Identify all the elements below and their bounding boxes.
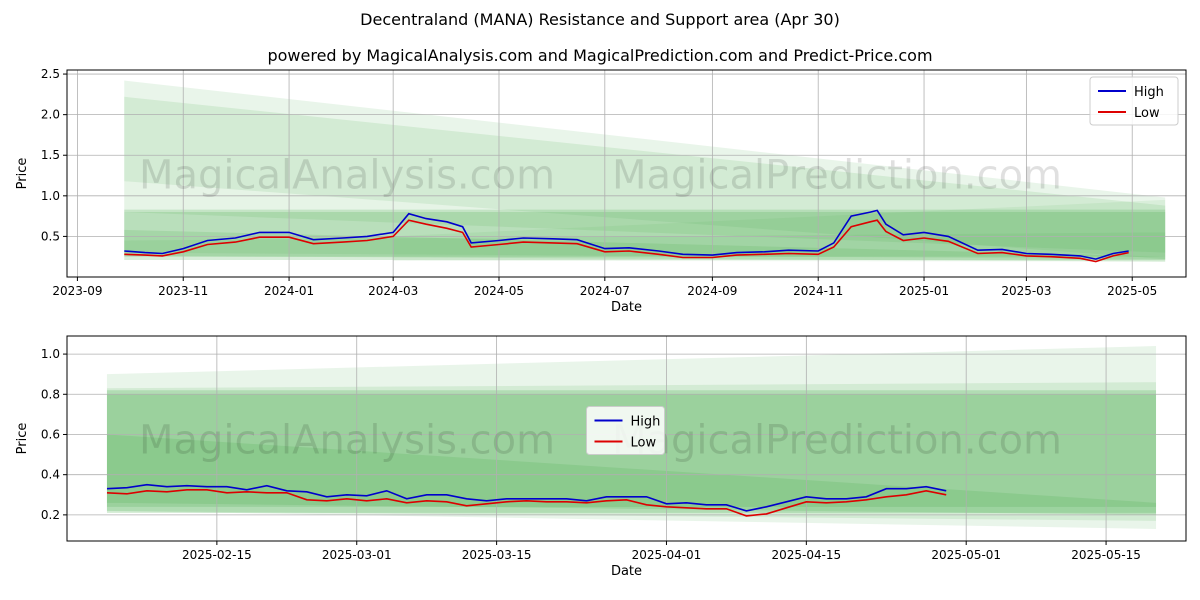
x-tick-label: 2025-04-01: [632, 548, 702, 562]
watermark-left: MagicalAnalysis.com: [139, 418, 555, 464]
watermark-right: MagicalPrediction.com: [612, 153, 1062, 199]
chart-subtitle: powered by MagicalAnalysis.com and Magic…: [267, 46, 933, 65]
plot-frame: [66, 335, 1187, 542]
grid: [67, 70, 1186, 277]
x-tick-label: 2023-09: [52, 284, 102, 298]
legend: High Low: [586, 406, 665, 455]
legend-label-low: Low: [631, 436, 657, 451]
x-tick-label: 2025-05-15: [1071, 548, 1141, 562]
chart-panel-1: MagicalAnalysis.com MagicalPrediction.com…: [15, 67, 1187, 315]
watermark-left: MagicalAnalysis.com: [139, 153, 555, 199]
series: [124, 209, 1129, 263]
y-tick-label: 2.5: [41, 67, 60, 81]
y-tick-label: 0.4: [41, 468, 60, 482]
y-tick-label: 2.0: [41, 108, 60, 122]
x-tick-label: 2025-04-15: [771, 548, 841, 562]
series: [106, 483, 947, 517]
y-tick-label: 0.2: [41, 508, 60, 522]
band-6: [124, 232, 1166, 260]
x-tick-label: 2024-03: [368, 284, 418, 298]
y-tick-label: 0.8: [41, 387, 60, 401]
y-tick-label: 1.0: [41, 347, 60, 361]
series-line-low: [124, 219, 1129, 263]
band-1: [124, 80, 1166, 260]
legend-label-low: Low: [1134, 106, 1160, 121]
series-line-low: [106, 489, 947, 517]
x-tick-label: 2025-03-01: [322, 548, 392, 562]
plot-frame: [66, 69, 1187, 278]
x-tick-label: 2024-09: [687, 284, 737, 298]
y-tick-label: 0.6: [41, 427, 60, 441]
x-axis-label: Date: [611, 300, 642, 315]
x-tick-label: 2024-05: [474, 284, 524, 298]
x-tick-label: 2025-03-15: [462, 548, 532, 562]
x-tick-label: 2025-05: [1107, 284, 1157, 298]
y-axis-label: Price: [15, 158, 30, 190]
x-tick-label: 2023-11: [158, 284, 208, 298]
band-4: [124, 212, 1166, 257]
x-tick-label: 2025-05-01: [931, 548, 1001, 562]
x-tick-label: 2024-07: [580, 284, 630, 298]
y-tick-label: 1.0: [41, 189, 60, 203]
y-axis-label: Price: [15, 423, 30, 455]
y-tick-label: 0.5: [41, 229, 60, 243]
chart-panel-2: MagicalAnalysis.com MagicalPrediction.com…: [15, 335, 1187, 579]
legend-label-high: High: [1134, 85, 1164, 100]
legend-label-high: High: [631, 415, 661, 430]
x-tick-label: 2025-01: [899, 284, 949, 298]
watermark-right: MagicalPrediction.com: [612, 418, 1062, 464]
x-tick-label: 2024-11: [793, 284, 843, 298]
x-tick-label: 2024-01: [264, 284, 314, 298]
chart-title: Decentraland (MANA) Resistance and Suppo…: [360, 10, 840, 29]
x-axis-label: Date: [611, 564, 642, 579]
legend: High Low: [1089, 76, 1179, 126]
band-3: [124, 209, 1166, 260]
x-tick-label: 2025-02-15: [182, 548, 252, 562]
series-line-high: [124, 209, 1129, 260]
x-tick-label: 2025-03: [1001, 284, 1051, 298]
series-line-high: [106, 483, 947, 512]
band-2: [124, 96, 1166, 253]
y-tick-label: 1.5: [41, 148, 60, 162]
